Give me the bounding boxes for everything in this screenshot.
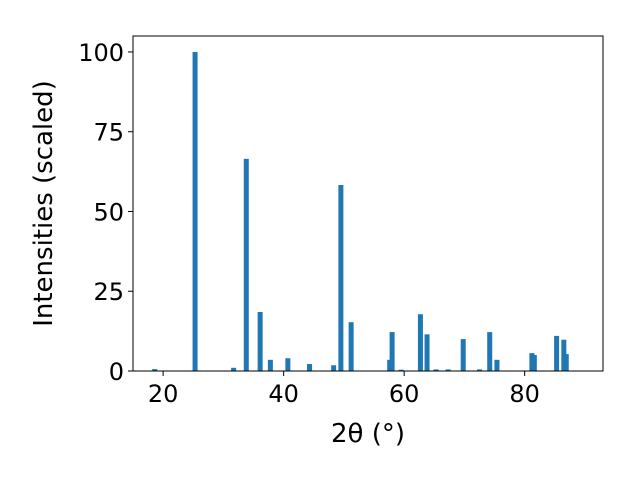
bar-24 — [554, 335, 560, 371]
bar-4 — [257, 311, 263, 371]
y-tick-label-2: 50 — [93, 198, 124, 226]
y-axis-label: Intensities (scaled) — [29, 80, 59, 327]
y-tick-label-3: 75 — [93, 119, 124, 147]
plot-frame — [132, 35, 604, 372]
bar-12 — [389, 332, 395, 371]
bar-13 — [398, 369, 404, 371]
x-tick-label-1: 40 — [268, 380, 299, 408]
y-axis: 0 25 50 75 100 — [78, 39, 133, 386]
bar-0 — [152, 369, 158, 371]
x-axis-label: 2θ (°) — [331, 419, 405, 449]
bar-21 — [494, 359, 500, 371]
bar-3 — [243, 158, 249, 371]
bar-14 — [417, 314, 423, 371]
y-tick-label-4: 100 — [78, 39, 124, 67]
bar-2 — [231, 367, 237, 371]
bar-7 — [307, 363, 313, 371]
y-tick-label-1: 25 — [93, 278, 124, 306]
y-tick-label-0: 0 — [109, 358, 124, 386]
bar-10 — [348, 322, 354, 371]
x-tick-label-2: 60 — [389, 380, 420, 408]
x-tick-label-3: 80 — [509, 380, 540, 408]
bar-8 — [331, 365, 337, 371]
bar-6 — [285, 358, 291, 371]
bar-16 — [433, 369, 439, 371]
bar-17 — [445, 369, 451, 371]
bar-26 — [563, 354, 569, 371]
bar-1 — [192, 51, 198, 371]
bar-5 — [267, 359, 273, 371]
x-tick-label-0: 20 — [148, 380, 179, 408]
bar-9 — [338, 185, 344, 371]
x-axis: 20 40 60 80 — [148, 371, 540, 408]
bar-15 — [424, 334, 430, 371]
bar-19 — [476, 369, 482, 371]
bar-20 — [487, 332, 493, 371]
bar-23 — [531, 355, 537, 371]
bars-group — [152, 51, 569, 371]
bar-18 — [460, 339, 466, 371]
